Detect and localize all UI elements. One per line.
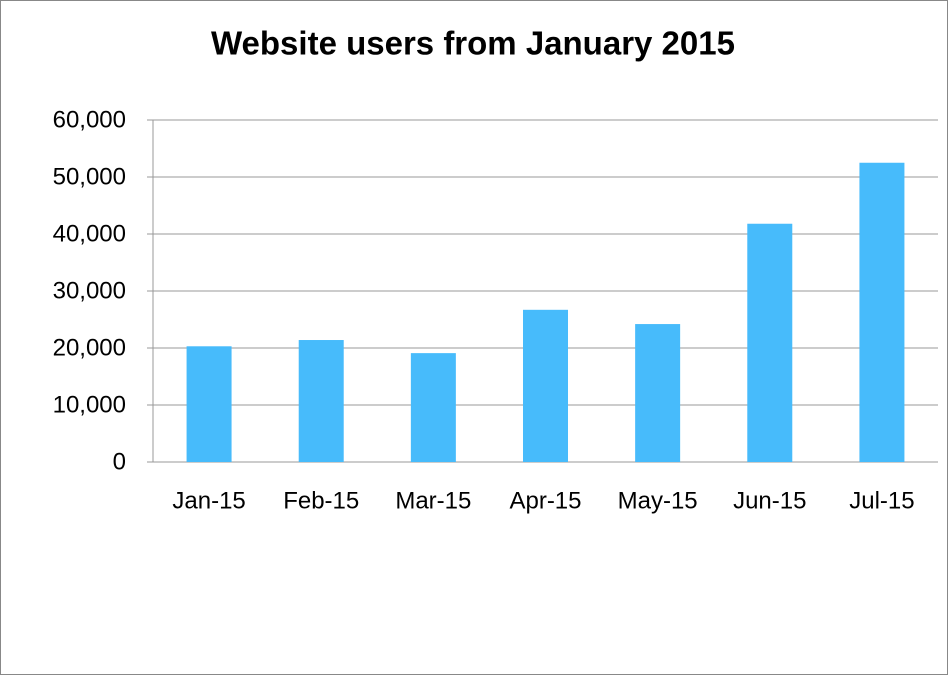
bar bbox=[635, 324, 681, 462]
y-tick-label: 60,000 bbox=[53, 106, 126, 133]
y-tick-label: 50,000 bbox=[53, 163, 126, 190]
bar bbox=[186, 346, 232, 462]
x-tick-label: Feb-15 bbox=[283, 487, 359, 514]
y-tick-label: 40,000 bbox=[53, 220, 126, 247]
x-tick-label: Mar-15 bbox=[395, 487, 471, 514]
x-tick-label: May-15 bbox=[618, 487, 698, 514]
bar bbox=[410, 353, 456, 462]
x-tick-label: Jan-15 bbox=[172, 487, 245, 514]
bar bbox=[523, 309, 568, 462]
bar bbox=[747, 223, 793, 462]
bar bbox=[298, 340, 344, 462]
x-tick-label: Jul-15 bbox=[849, 487, 914, 514]
bar bbox=[859, 162, 905, 462]
y-tick-label: 0 bbox=[113, 448, 126, 475]
y-tick-label: 30,000 bbox=[53, 277, 126, 304]
y-tick-label: 20,000 bbox=[53, 334, 126, 361]
x-tick-label: Apr-15 bbox=[509, 487, 581, 514]
x-tick-label: Jun-15 bbox=[733, 487, 806, 514]
y-tick-label: 10,000 bbox=[53, 391, 126, 418]
chart-title: Website users from January 2015 bbox=[211, 25, 735, 62]
